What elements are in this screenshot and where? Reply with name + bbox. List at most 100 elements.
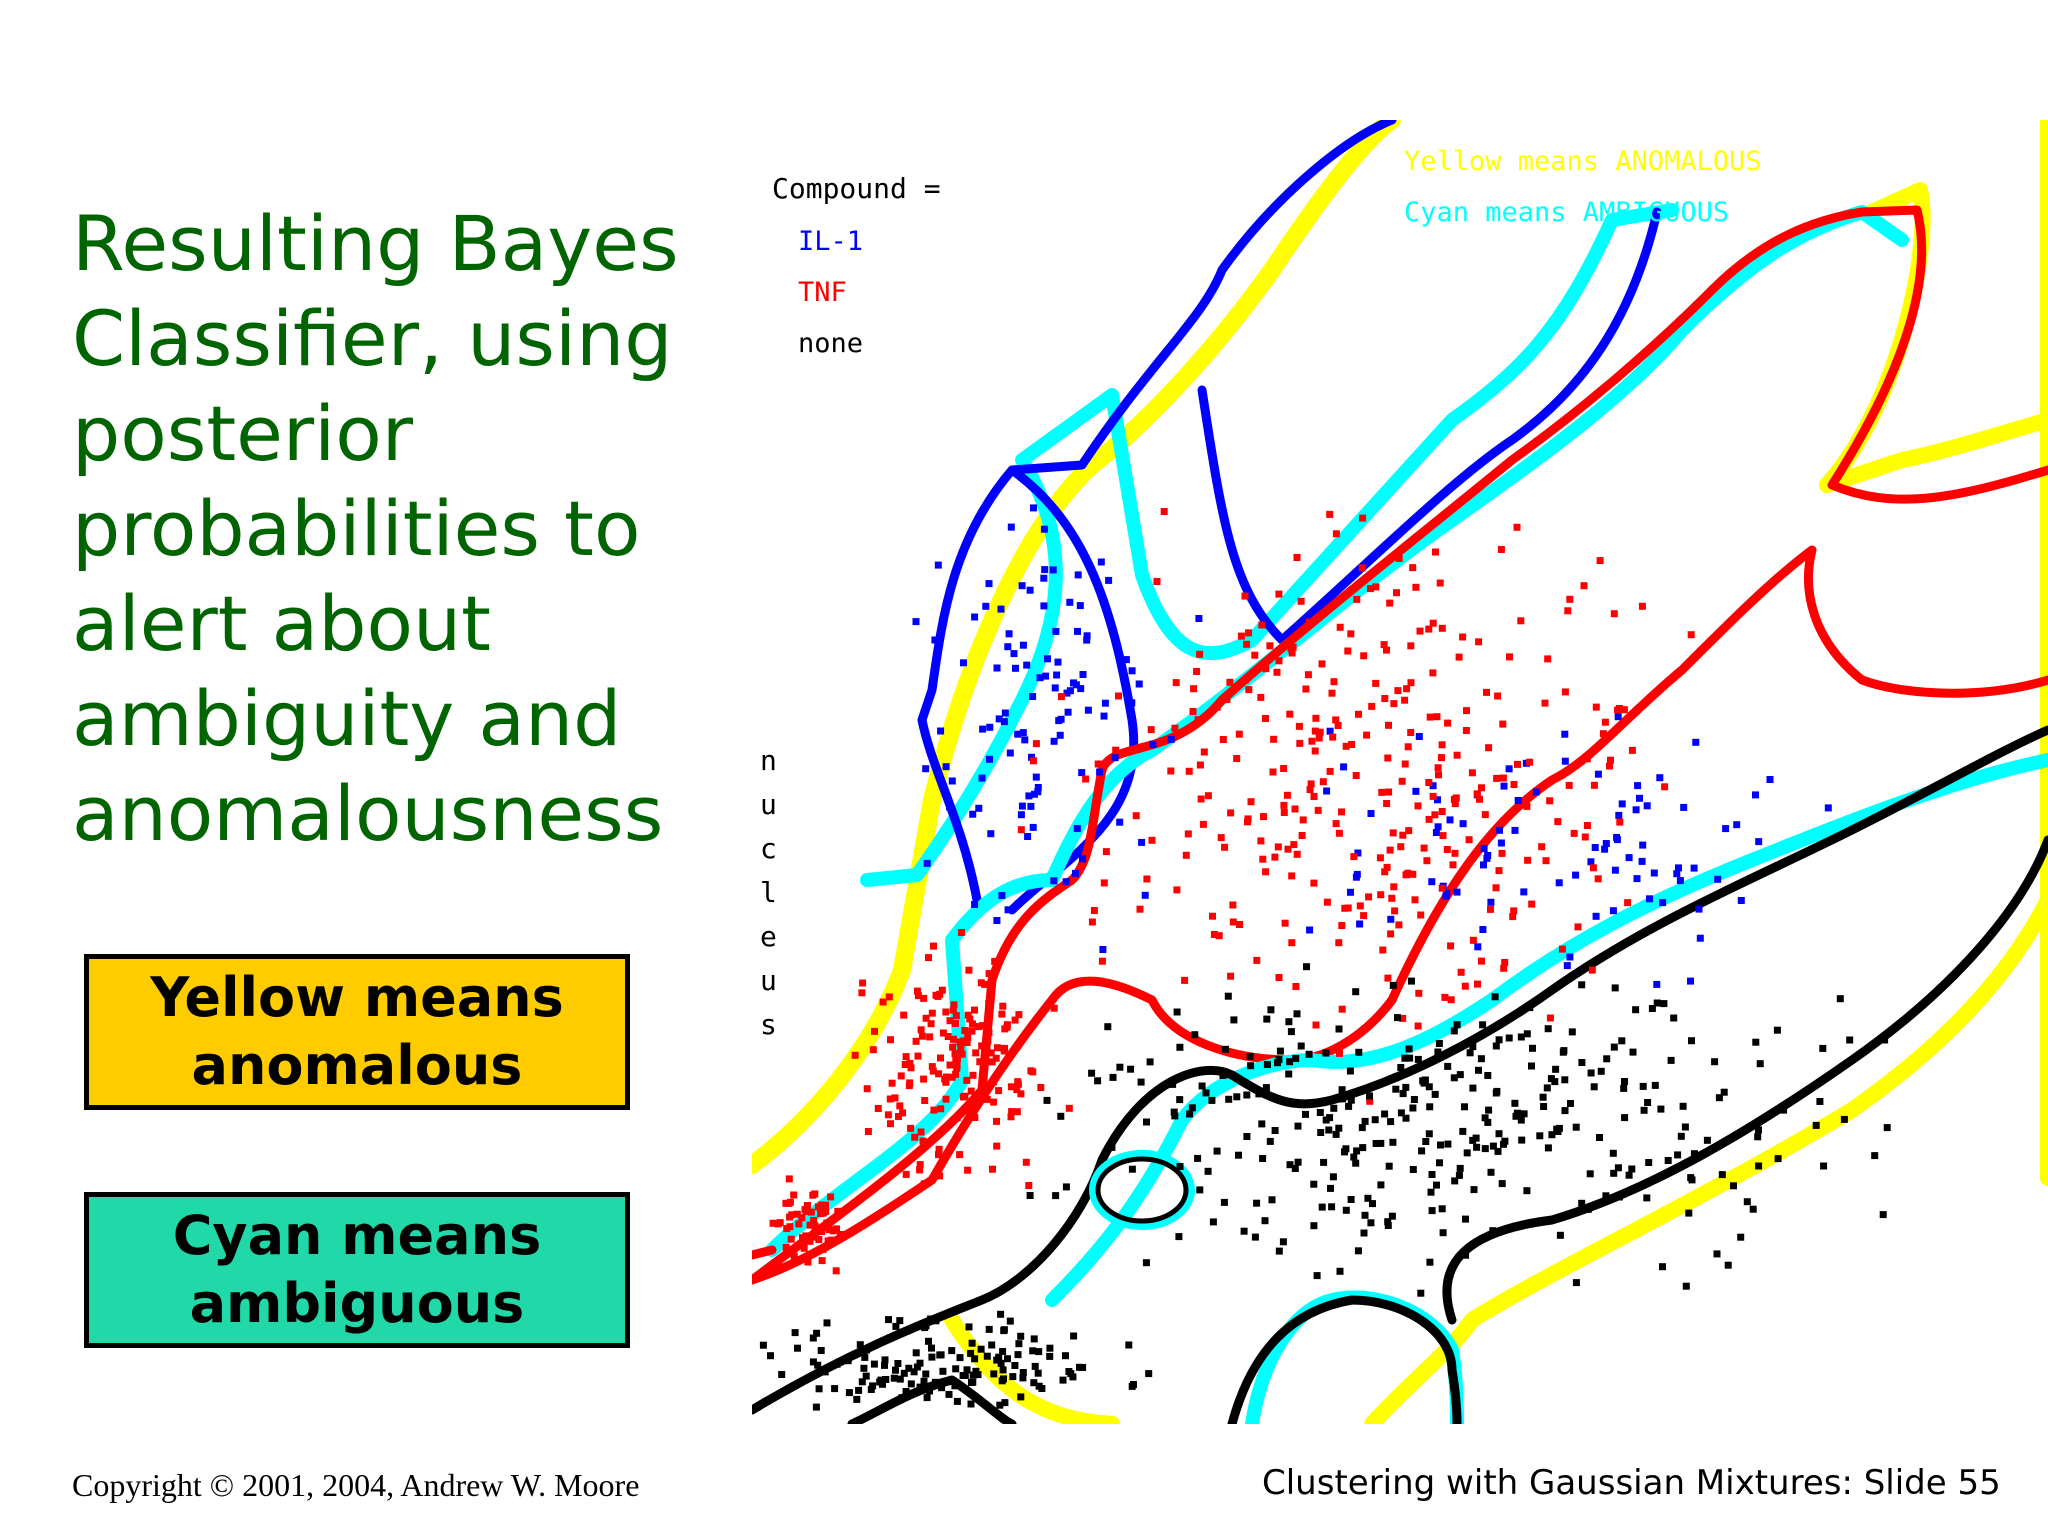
data-point: [1243, 1133, 1251, 1140]
data-point: [887, 1036, 894, 1044]
data-point: [1429, 669, 1437, 677]
data-point: [1422, 1138, 1430, 1145]
data-point: [1363, 731, 1371, 739]
data-point: [1302, 685, 1310, 693]
data-point: [1387, 930, 1395, 938]
data-point: [1405, 827, 1413, 835]
data-point: [1881, 1036, 1889, 1044]
data-point: [1310, 879, 1318, 887]
data-point: [993, 664, 1001, 672]
data-point: [1487, 905, 1494, 913]
data-point: [1559, 1048, 1567, 1056]
data-point: [1436, 579, 1444, 587]
data-point: [818, 1228, 826, 1235]
data-point: [1581, 833, 1589, 841]
data-point: [1687, 977, 1694, 985]
data-point: [977, 1345, 985, 1353]
data-point: [783, 1225, 791, 1233]
data-point: [1661, 783, 1669, 791]
data-point: [794, 1344, 801, 1352]
data-point: [922, 1370, 930, 1378]
data-point: [978, 1042, 986, 1050]
data-point: [1572, 1123, 1580, 1131]
data-point: [1389, 829, 1397, 837]
data-point: [1429, 619, 1437, 627]
data-point: [1616, 818, 1624, 826]
data-point: [1572, 871, 1580, 879]
data-point: [1629, 1048, 1637, 1056]
data-point: [1001, 709, 1009, 717]
data-point: [1329, 733, 1337, 741]
data-point: [1459, 820, 1467, 828]
data-point: [998, 1010, 1006, 1018]
data-point: [1536, 1132, 1544, 1140]
data-point: [1517, 1033, 1525, 1041]
data-point: [1198, 1082, 1206, 1090]
data-point: [1399, 1014, 1407, 1022]
data-point: [1478, 784, 1485, 792]
data-point: [967, 1349, 975, 1357]
data-point: [1497, 839, 1505, 847]
data-point: [1589, 864, 1597, 872]
data-point: [926, 1387, 933, 1395]
data-point: [776, 1219, 784, 1227]
data-point: [1492, 1042, 1500, 1050]
data-point: [1361, 1117, 1369, 1125]
data-point: [1176, 1163, 1184, 1170]
data-point: [1030, 1335, 1038, 1343]
data-point: [1455, 653, 1463, 661]
data-point: [937, 1054, 944, 1062]
data-point: [1325, 1126, 1333, 1134]
data-point: [1035, 1382, 1043, 1390]
data-point: [1368, 702, 1376, 710]
class-legend-item: IL-1: [798, 226, 863, 257]
data-point: [1308, 737, 1316, 745]
data-point: [1402, 1114, 1410, 1122]
data-point: [767, 1352, 774, 1360]
data-point: [1108, 1143, 1116, 1151]
data-point: [1105, 576, 1113, 584]
data-point: [1317, 1129, 1325, 1136]
data-point: [1268, 1196, 1276, 1204]
data-point: [971, 1006, 978, 1014]
data-point: [1237, 632, 1245, 640]
data-point: [1428, 1171, 1436, 1178]
data-point: [935, 1070, 943, 1078]
data-point: [1115, 692, 1122, 700]
data-point: [1615, 1193, 1623, 1201]
data-point: [1459, 633, 1467, 641]
data-point: [1514, 760, 1521, 768]
data-point: [1025, 1182, 1033, 1189]
data-point: [1566, 595, 1574, 603]
data-point: [957, 1044, 965, 1052]
data-point: [1384, 1222, 1392, 1229]
data-point: [1335, 939, 1343, 947]
data-point: [1423, 857, 1431, 865]
data-point: [968, 1020, 976, 1028]
data-point: [1412, 787, 1420, 795]
data-point: [1279, 1238, 1287, 1246]
data-point: [811, 1190, 819, 1198]
slide-number: Clustering with Gaussian Mixtures: Slide…: [1262, 1463, 2001, 1503]
data-point: [1079, 671, 1087, 678]
data-point: [759, 1341, 767, 1349]
data-point: [1455, 1171, 1463, 1179]
data-point: [871, 1027, 878, 1035]
data-point: [1542, 857, 1550, 865]
data-point: [960, 1037, 968, 1045]
data-point: [1618, 800, 1626, 808]
data-point: [942, 1095, 950, 1103]
data-point: [1443, 846, 1451, 853]
data-point: [1431, 811, 1439, 819]
data-point: [1500, 782, 1508, 790]
data-point: [1233, 755, 1241, 762]
data-point: [1297, 1042, 1305, 1050]
data-point: [1304, 671, 1312, 679]
data-point: [1743, 1198, 1751, 1206]
data-point: [912, 1037, 920, 1045]
data-point: [1196, 1186, 1204, 1194]
data-point: [1692, 738, 1700, 746]
data-point: [986, 755, 993, 763]
cyan-legend-box: Cyan means ambiguous: [84, 1192, 630, 1348]
data-point: [1397, 843, 1405, 851]
